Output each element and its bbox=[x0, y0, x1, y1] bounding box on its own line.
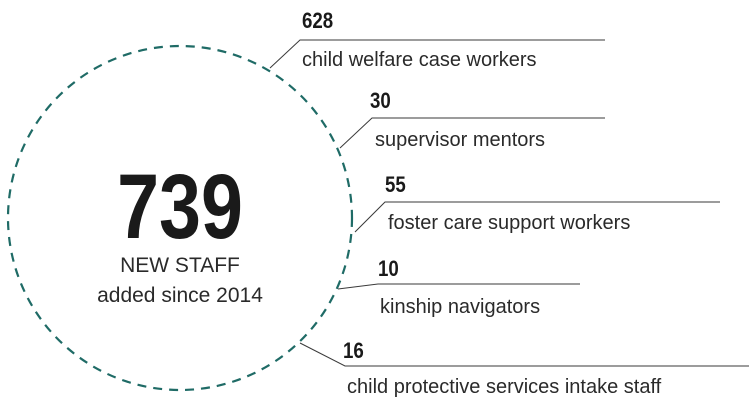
leader-line bbox=[337, 283, 580, 290]
item-label: child protective services intake staff bbox=[347, 376, 662, 398]
item-number: 55 bbox=[385, 174, 406, 198]
leader-line bbox=[269, 39, 605, 69]
total-line1: NEW STAFF bbox=[120, 254, 240, 277]
total-line2: added since 2014 bbox=[97, 284, 263, 307]
item-number: 16 bbox=[343, 340, 364, 364]
leader-line bbox=[299, 342, 749, 367]
item-label: child welfare case workers bbox=[302, 49, 537, 71]
item-number: 30 bbox=[370, 90, 391, 114]
leader-line bbox=[354, 201, 720, 233]
item-label: foster care support workers bbox=[388, 212, 630, 234]
item-number: 10 bbox=[378, 258, 399, 282]
item-number: 628 bbox=[302, 10, 333, 34]
item-label: kinship navigators bbox=[380, 296, 540, 318]
total-number: 739 bbox=[117, 155, 243, 258]
leader-line bbox=[339, 117, 605, 149]
dashed-circle bbox=[6, 44, 354, 392]
item-label: supervisor mentors bbox=[375, 129, 545, 151]
